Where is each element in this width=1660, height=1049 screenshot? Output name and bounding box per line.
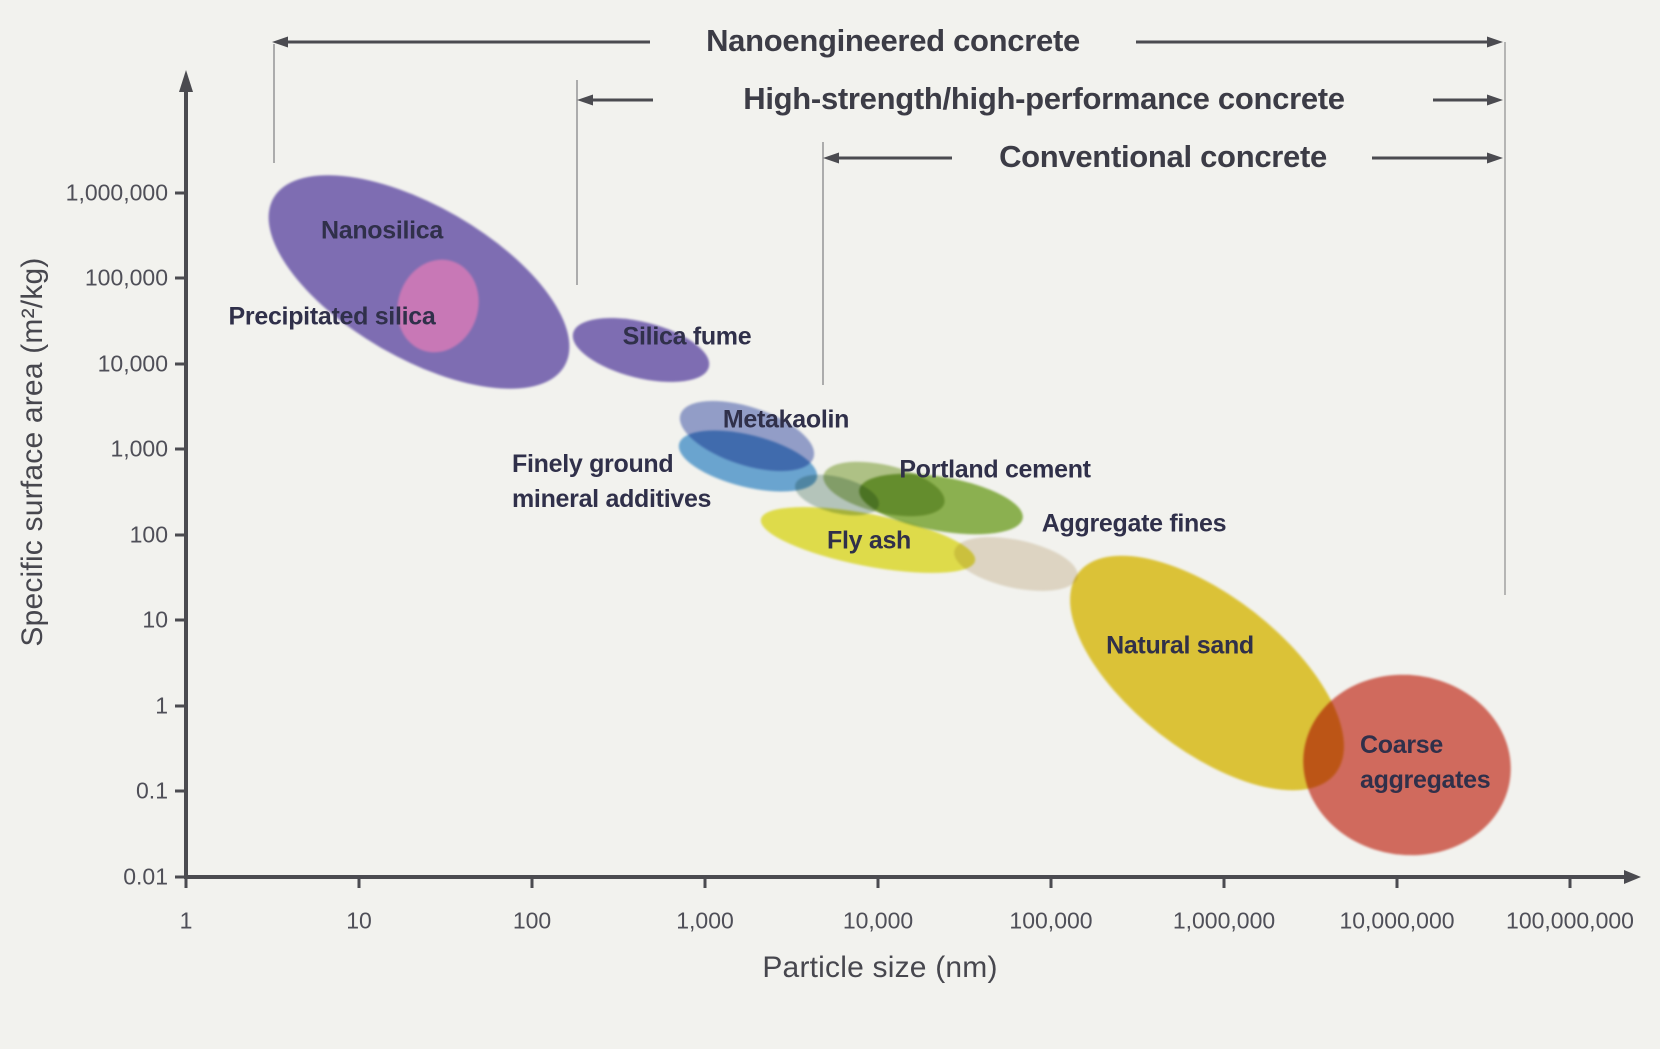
material-label-fly-ash: Fly ash — [826, 526, 912, 555]
ellipse-silica-fume — [572, 317, 710, 383]
ellipse-aggregate-fines — [954, 537, 1078, 591]
material-label-line: Coarse — [1360, 731, 1443, 759]
material-label-precipitated-silica: Precipitated silica — [228, 302, 436, 331]
region-arrow-right-head — [1487, 152, 1503, 164]
y-tick-label: 1,000 — [110, 435, 168, 462]
material-label-line: Finely ground — [512, 450, 674, 478]
region-arrow-left-head — [577, 94, 593, 106]
region-label-high-strength-concrete: High-strength/high-performance concrete — [743, 81, 1345, 116]
region-label-conventional-concrete: Conventional concrete — [999, 139, 1327, 174]
ellipse-fly-ash — [760, 507, 976, 573]
y-tick-label: 10 — [142, 606, 168, 633]
y-tick-label: 0.1 — [136, 777, 168, 804]
y-tick-label: 0.01 — [123, 863, 168, 890]
ellipse-precipitated-silica — [397, 259, 479, 353]
material-label-coarse-aggregates: Coarse aggregates — [1360, 728, 1491, 798]
x-tick-label: 100,000 — [1009, 907, 1093, 934]
y-tick-label: 1,000,000 — [65, 179, 168, 206]
region-arrow-left-head — [823, 152, 839, 164]
x-tick-label: 10,000,000 — [1339, 907, 1455, 934]
x-tick-label: 1,000,000 — [1172, 907, 1276, 934]
x-tick-label: 10,000 — [842, 907, 914, 934]
ellipse-natural-sand — [1070, 555, 1344, 791]
x-tick-label: 10 — [346, 907, 372, 934]
x-axis-title: Particle size (nm) — [762, 951, 998, 984]
ellipse-coarse — [1303, 674, 1511, 856]
material-label-portland-cement: Portland cement — [899, 455, 1091, 484]
y-tick-label: 1 — [155, 692, 168, 719]
ellipse-layer — [268, 175, 1511, 856]
x-tick-label: 1,000 — [676, 907, 734, 934]
material-label-silica-fume: Silica fume — [622, 322, 752, 351]
material-label-natural-sand: Natural sand — [1106, 631, 1254, 660]
ellipse-metakaolin — [678, 430, 818, 492]
material-label-line: aggregates — [1360, 766, 1491, 794]
y-axis-arrowhead — [179, 70, 193, 92]
material-label-line: mineral additives — [512, 485, 712, 513]
region-arrow-right-head — [1487, 36, 1503, 48]
region-arrow-left-head — [272, 36, 288, 48]
region-arrow-right-head — [1487, 94, 1503, 106]
x-axis-arrowhead — [1624, 870, 1641, 884]
x-tick-label: 100 — [512, 907, 552, 934]
material-label-aggregate-fines: Aggregate fines — [1041, 509, 1227, 538]
region-label-nanoengineered-concrete: Nanoengineered concrete — [706, 23, 1080, 58]
ellipse-portland-cement — [859, 473, 1023, 535]
y-tick-label: 10,000 — [97, 350, 168, 377]
y-tick-label: 100 — [129, 521, 168, 548]
y-tick-label: 100,000 — [84, 264, 168, 291]
material-label-nanosilica: Nanosilica — [320, 216, 444, 245]
material-label-finely-ground-mineral-additives: Finely ground mineral additives — [512, 447, 711, 517]
x-tick-label: 100,000,000 — [1506, 907, 1634, 934]
material-label-metakaolin: Metakaolin — [722, 405, 850, 434]
x-tick-label: 1 — [179, 907, 193, 934]
y-axis-title: Specific surface area (m²/kg) — [16, 257, 49, 647]
